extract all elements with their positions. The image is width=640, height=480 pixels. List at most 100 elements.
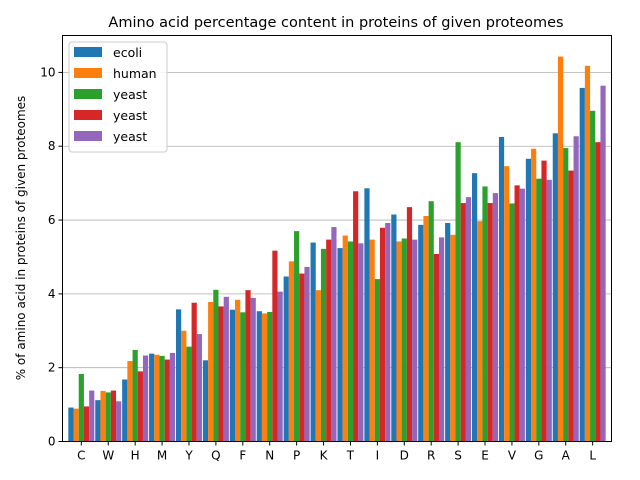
bar-ecoli-T [337,248,343,442]
legend-label: yeast [113,129,147,144]
bar-ecoli-Q [202,360,209,442]
x-tick-label: D [400,449,409,463]
bar-yeast-Q [223,296,229,442]
bar-human-R [423,215,429,442]
bar-yeast-M [159,355,165,442]
y-tick-label: 8 [48,139,56,153]
bar-ecoli-C [68,407,74,442]
bar-human-G [531,148,537,442]
bar-yeast-S [455,142,461,442]
bar-human-Q [208,301,214,442]
bar-yeast-S [460,203,466,442]
bar-yeast-V [519,188,525,442]
bar-yeast-L [595,142,601,442]
bar-yeast-A [573,136,579,442]
bar-yeast-T [347,241,354,442]
bar-human-S [450,234,456,442]
bar-human-N [261,313,268,442]
bar-yeast-C [78,373,84,442]
bar-yeast-N [277,291,283,442]
x-tick-label: Y [184,449,193,463]
x-tick-label: C [77,449,85,463]
bar-yeast-F [250,297,256,442]
bar-ecoli-R [418,224,424,442]
bar-yeast-G [536,178,542,442]
bar-yeast-L [600,85,606,442]
x-tick-label: V [508,449,517,463]
legend-swatch-ecoli [74,47,102,57]
bar-yeast-C [89,390,95,442]
bar-yeast-H [132,349,138,442]
bar-ecoli-L [579,87,585,442]
bar-yeast-T [358,243,364,442]
x-tick-label: K [320,449,329,463]
x-tick-label: G [534,449,543,463]
bar-human-H [127,361,133,442]
bar-yeast-A [563,148,569,442]
bar-human-L [584,65,591,442]
bar-yeast-H [142,355,149,442]
y-tick-label: 0 [48,435,56,449]
bar-yeast-I [385,222,391,442]
bar-ecoli-P [283,276,289,442]
bar-human-T [342,235,348,442]
bar-yeast-V [509,203,515,442]
bar-yeast-T [353,191,359,442]
bar-yeast-M [169,352,176,442]
x-tick-label: S [454,449,462,463]
bar-human-V [504,166,510,442]
bar-yeast-F [245,290,251,442]
x-tick-label: E [481,449,489,463]
y-axis-label: % of amino acid in proteins of given pro… [14,96,28,381]
bar-yeast-V [514,185,520,442]
bar-ecoli-N [256,311,262,442]
bar-yeast-D [401,238,407,442]
bar-yeast-P [294,231,300,442]
bar-yeast-Y [186,346,192,442]
axis-layer: 0 2 4 6 8 10 C W H M Y Q F N P K T I D R S E V G A L [40,65,596,462]
legend: ecoli human yeast yeast yeast [68,41,168,153]
x-tick-label: P [293,449,300,463]
bar-ecoli-H [122,379,128,442]
x-tick-label: Q [211,449,220,463]
x-tick-label: L [589,449,596,463]
plot-frame [62,35,612,442]
bar-yeast-R [428,201,434,442]
bar-ecoli-A [552,133,558,442]
legend-swatch-yeast [74,89,102,99]
bar-yeast-Y [196,334,202,442]
bar-ecoli-G [525,158,532,442]
x-tick-label: I [376,449,380,463]
legend-label: yeast [113,108,147,123]
bar-ecoli-F [229,309,236,442]
bar-human-K [315,290,321,442]
bar-layer [68,56,606,442]
bar-ecoli-D [391,214,397,442]
bar-ecoli-Y [175,309,182,442]
bar-yeast-A [568,170,574,442]
bar-yeast-D [406,207,413,442]
bar-yeast-E [492,193,499,442]
y-tick-label: 10 [40,65,55,79]
bar-ecoli-I [364,188,370,442]
bar-ecoli-V [498,137,505,442]
x-tick-label: A [562,449,571,463]
y-tick-label: 2 [48,361,56,375]
bar-yeast-E [487,203,493,442]
chart-title: Amino acid percentage content in protein… [108,15,563,31]
legend-swatch-yeast [74,110,102,120]
bar-yeast-N [272,250,278,442]
bar-human-Y [181,330,187,442]
x-tick-label: N [265,449,274,463]
legend-swatch-human [74,68,102,78]
legend-label: human [113,66,157,81]
bar-yeast-D [412,239,418,442]
x-tick-label: T [346,449,355,463]
bar-yeast-K [331,227,337,442]
y-tick-label: 4 [48,287,56,301]
bar-yeast-R [433,254,439,442]
bar-human-A [557,56,564,442]
bar-human-M [154,354,160,442]
bar-yeast-P [304,266,310,442]
